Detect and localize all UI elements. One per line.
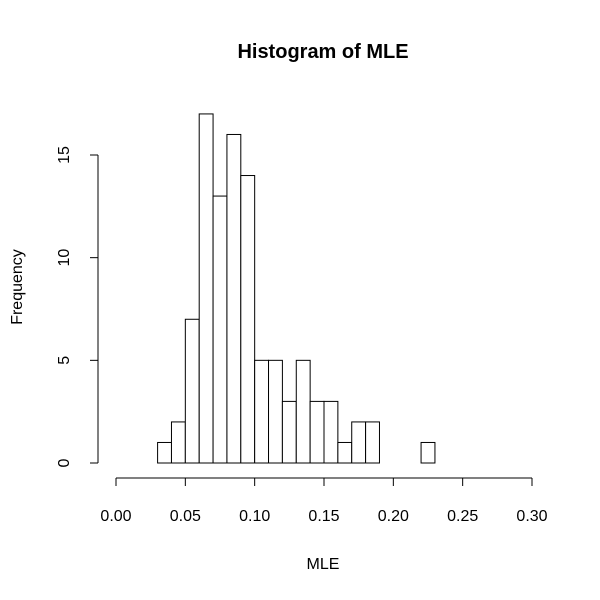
histogram-bar — [420, 441, 436, 464]
histogram-bar — [212, 195, 228, 464]
histogram-bar — [198, 113, 214, 464]
x-axis: 0.00 0.05 0.10 0.15 0.20 0.25 0.30 — [100, 477, 548, 525]
histogram-bar — [170, 421, 186, 464]
histogram-bar — [184, 318, 200, 464]
bars-group — [157, 113, 436, 464]
x-tick-label: 0.00 — [100, 508, 131, 525]
x-axis-label: MLE — [307, 556, 340, 573]
y-tick-label: 5 — [56, 356, 73, 365]
histogram-bar — [226, 133, 242, 464]
x-tick-label: 0.05 — [170, 508, 201, 525]
chart-title: Histogram of MLE — [237, 41, 408, 63]
histogram-bar — [268, 359, 283, 464]
y-tick-label: 0 — [56, 458, 73, 467]
x-tick-label: 0.15 — [308, 508, 339, 525]
histogram-bar — [337, 441, 353, 464]
histogram-bar — [295, 359, 311, 464]
y-axis-label: Frequency — [9, 249, 26, 325]
histogram-bar — [281, 400, 297, 464]
x-tick-label: 0.10 — [239, 508, 270, 525]
histogram-bar — [351, 421, 367, 464]
y-tick-label: 15 — [56, 146, 73, 164]
y-tick-label: 10 — [56, 249, 73, 267]
x-tick-label: 0.20 — [378, 508, 409, 525]
histogram-bar — [323, 400, 339, 464]
y-axis: 0 5 10 15 — [56, 146, 99, 467]
histogram-bar — [309, 400, 325, 464]
histogram-bar — [365, 421, 380, 464]
histogram-bar — [240, 175, 256, 464]
x-tick-label: 0.30 — [516, 508, 547, 525]
histogram-bar — [157, 441, 172, 464]
histogram-bar — [254, 359, 270, 464]
x-tick-label: 0.25 — [447, 508, 478, 525]
